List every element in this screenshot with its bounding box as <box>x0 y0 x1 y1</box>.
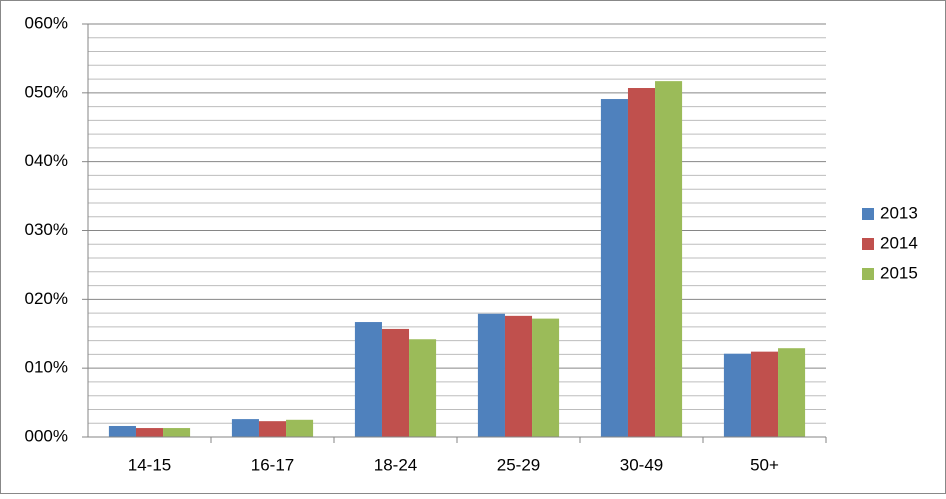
bar <box>750 351 779 437</box>
x-tick-label: 30-49 <box>620 455 663 474</box>
bar <box>354 322 382 437</box>
y-tick-label: 060% <box>25 13 68 32</box>
y-tick-label: 020% <box>25 289 68 308</box>
x-tick-label: 16-17 <box>251 455 294 474</box>
y-tick-label: 050% <box>25 82 68 101</box>
bar <box>163 428 191 437</box>
y-tick-label: 000% <box>25 426 68 445</box>
legend-label: 2015 <box>880 263 918 282</box>
legend-swatch <box>862 238 874 250</box>
x-tick-label: 14-15 <box>128 455 171 474</box>
bar <box>258 421 287 437</box>
legend-label: 2014 <box>880 233 918 252</box>
bar <box>135 428 164 437</box>
bar <box>723 353 751 437</box>
bar <box>627 88 656 437</box>
bar <box>381 328 410 437</box>
legend-label: 2013 <box>880 203 918 222</box>
legend-swatch <box>862 268 874 280</box>
bar <box>532 318 560 437</box>
bar <box>600 99 628 438</box>
bar <box>778 348 806 437</box>
bar <box>409 339 437 437</box>
x-tick-label: 25-29 <box>497 455 540 474</box>
legend-swatch <box>862 208 874 220</box>
y-tick-label: 040% <box>25 151 68 170</box>
x-tick-label: 18-24 <box>374 455 417 474</box>
bar <box>477 313 505 437</box>
y-tick-label: 010% <box>25 358 68 377</box>
bar <box>286 419 314 437</box>
bar <box>504 315 533 437</box>
bar <box>108 425 136 437</box>
bar <box>655 81 683 438</box>
bar <box>231 419 259 437</box>
x-tick-label: 50+ <box>750 455 779 474</box>
y-tick-label: 030% <box>25 220 68 239</box>
